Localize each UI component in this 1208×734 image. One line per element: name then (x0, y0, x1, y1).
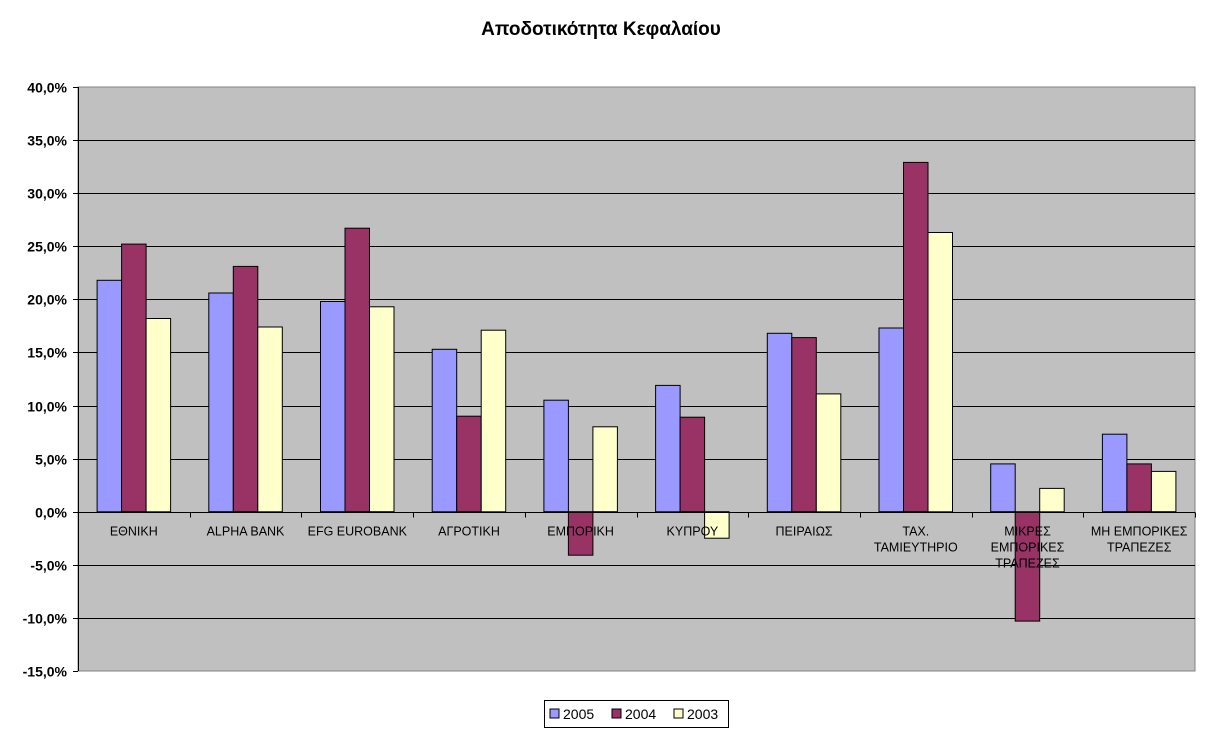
bar-2004 (903, 161, 929, 513)
legend-box (544, 700, 729, 728)
x-category-label: ΕΜΠΟΡΙΚΗ (547, 525, 614, 539)
x-category-label: EFG EUROBANK (308, 525, 408, 539)
legend-label: 2004 (625, 706, 656, 722)
x-category-label: ΠΕΙΡΑΙΩΣ (776, 525, 833, 539)
chart-title: Αποδοτικότητα Κεφαλαίου (481, 19, 721, 40)
y-tick-label: 30,0% (27, 186, 67, 202)
x-category-label: ΕΘΝΙΚΗ (110, 525, 158, 539)
gridlines (78, 140, 1195, 619)
bar-2003 (927, 232, 953, 513)
bar-2004 (121, 243, 147, 513)
bar-2004 (679, 416, 706, 513)
y-tick-label: 5,0% (35, 452, 67, 468)
bar-2004 (1126, 463, 1152, 513)
bar-2005 (990, 463, 1016, 513)
bar-2004 (567, 511, 594, 556)
bar-2003 (704, 511, 730, 539)
x-category-label-line: ΕΜΠΟΡΙΚΗ (547, 525, 614, 539)
x-category-label-line: ΤΑΧ. (902, 525, 929, 539)
x-category-label-line: ΜΙΚΡΕΣ (1004, 525, 1051, 539)
bar-2005 (655, 384, 681, 513)
bar-2005 (1101, 433, 1128, 513)
x-category-label: ALPHA BANK (207, 525, 285, 539)
legend: 2005 2004 2003 (544, 700, 729, 728)
bar-2003 (1039, 487, 1065, 513)
bars (96, 161, 1177, 622)
bar-2004 (456, 415, 482, 513)
bar-2005 (766, 332, 793, 513)
x-axis: ΕΘΝΙΚΗ ALPHA BANK EFG EUROBANK ΑΓΡΟΤΙΚΗ ΕΜΠΟ… (78, 512, 1196, 571)
y-tick-label: -15,0% (23, 664, 68, 680)
x-category-label-line: ΤΑΜΙΕΥΤΗΡΙΟ (874, 541, 958, 555)
bar-2004 (344, 227, 370, 513)
bar-2005 (96, 279, 123, 513)
bar-2005 (431, 348, 458, 513)
bar-2004 (232, 265, 259, 513)
y-tick-label: 10,0% (27, 399, 67, 415)
bar-2003 (1150, 470, 1177, 513)
x-category-label: ΑΓΡΟΤΙΚΗ (438, 525, 500, 539)
bar-2005 (320, 301, 346, 513)
x-category-label-line: ΕΜΠΟΡΙΚΕΣ (991, 541, 1065, 555)
legend-swatch-2005 (549, 708, 560, 719)
bar-2005 (878, 327, 904, 513)
x-category-label-line: ΤΡΑΠΕΖΕΣ (995, 557, 1060, 571)
x-category-label-line: EFG EUROBANK (308, 525, 408, 539)
y-tick-label: 0,0% (35, 505, 67, 521)
bar-2003 (592, 426, 618, 513)
x-category-label-line: ΕΘΝΙΚΗ (110, 525, 158, 539)
bar-2004 (791, 337, 817, 513)
y-tick-label: 20,0% (27, 292, 67, 308)
legend-swatch-2003 (673, 708, 684, 719)
y-tick-label: -5,0% (30, 558, 67, 574)
y-tick-label: -10,0% (23, 611, 68, 627)
x-category-label-line: ΤΡΑΠΕΖΕΣ (1107, 541, 1172, 555)
y-tick-label: 25,0% (27, 239, 67, 255)
bar-2005 (543, 399, 569, 513)
x-category-label: ΜΗ ΕΜΠΟΡΙΚΕΣ ΤΡΑΠΕΖΕΣ (1091, 525, 1188, 555)
x-category-label-line: ΚΥΠΡΟΥ (667, 525, 719, 539)
x-category-label: ΚΥΠΡΟΥ (667, 525, 719, 539)
legend-label: 2003 (687, 706, 718, 722)
x-category-label-line: ALPHA BANK (207, 525, 285, 539)
legend-swatch-2004 (611, 708, 622, 719)
y-tick-label: 15,0% (27, 345, 67, 361)
x-category-label: ΜΙΚΡΕΣ ΕΜΠΟΡΙΚΕΣ ΤΡΑΠΕΖΕΣ (991, 525, 1065, 571)
bar-2003 (480, 329, 507, 513)
x-category-label: ΤΑΧ. ΤΑΜΙΕΥΤΗΡΙΟ (874, 525, 958, 555)
y-tick-label: 35,0% (27, 133, 67, 149)
x-category-label-line: ΠΕΙΡΑΙΩΣ (776, 525, 833, 539)
bar-2003 (145, 318, 172, 513)
x-category-label-line: ΜΗ ΕΜΠΟΡΙΚΕΣ (1091, 525, 1188, 539)
bar-2004 (1014, 511, 1041, 622)
y-axis: 40,0% 35,0% 30,0% 25,0% 20,0% 15,0% 10,0% 5,0% 0… (23, 80, 79, 680)
bar-2003 (257, 326, 283, 513)
x-category-label-line: ΑΓΡΟΤΙΚΗ (438, 525, 500, 539)
legend-label: 2005 (563, 706, 594, 722)
y-tick-label: 40,0% (27, 80, 67, 96)
bar-2003 (369, 306, 395, 513)
bar-2003 (815, 393, 842, 513)
bar-2005 (208, 292, 234, 513)
